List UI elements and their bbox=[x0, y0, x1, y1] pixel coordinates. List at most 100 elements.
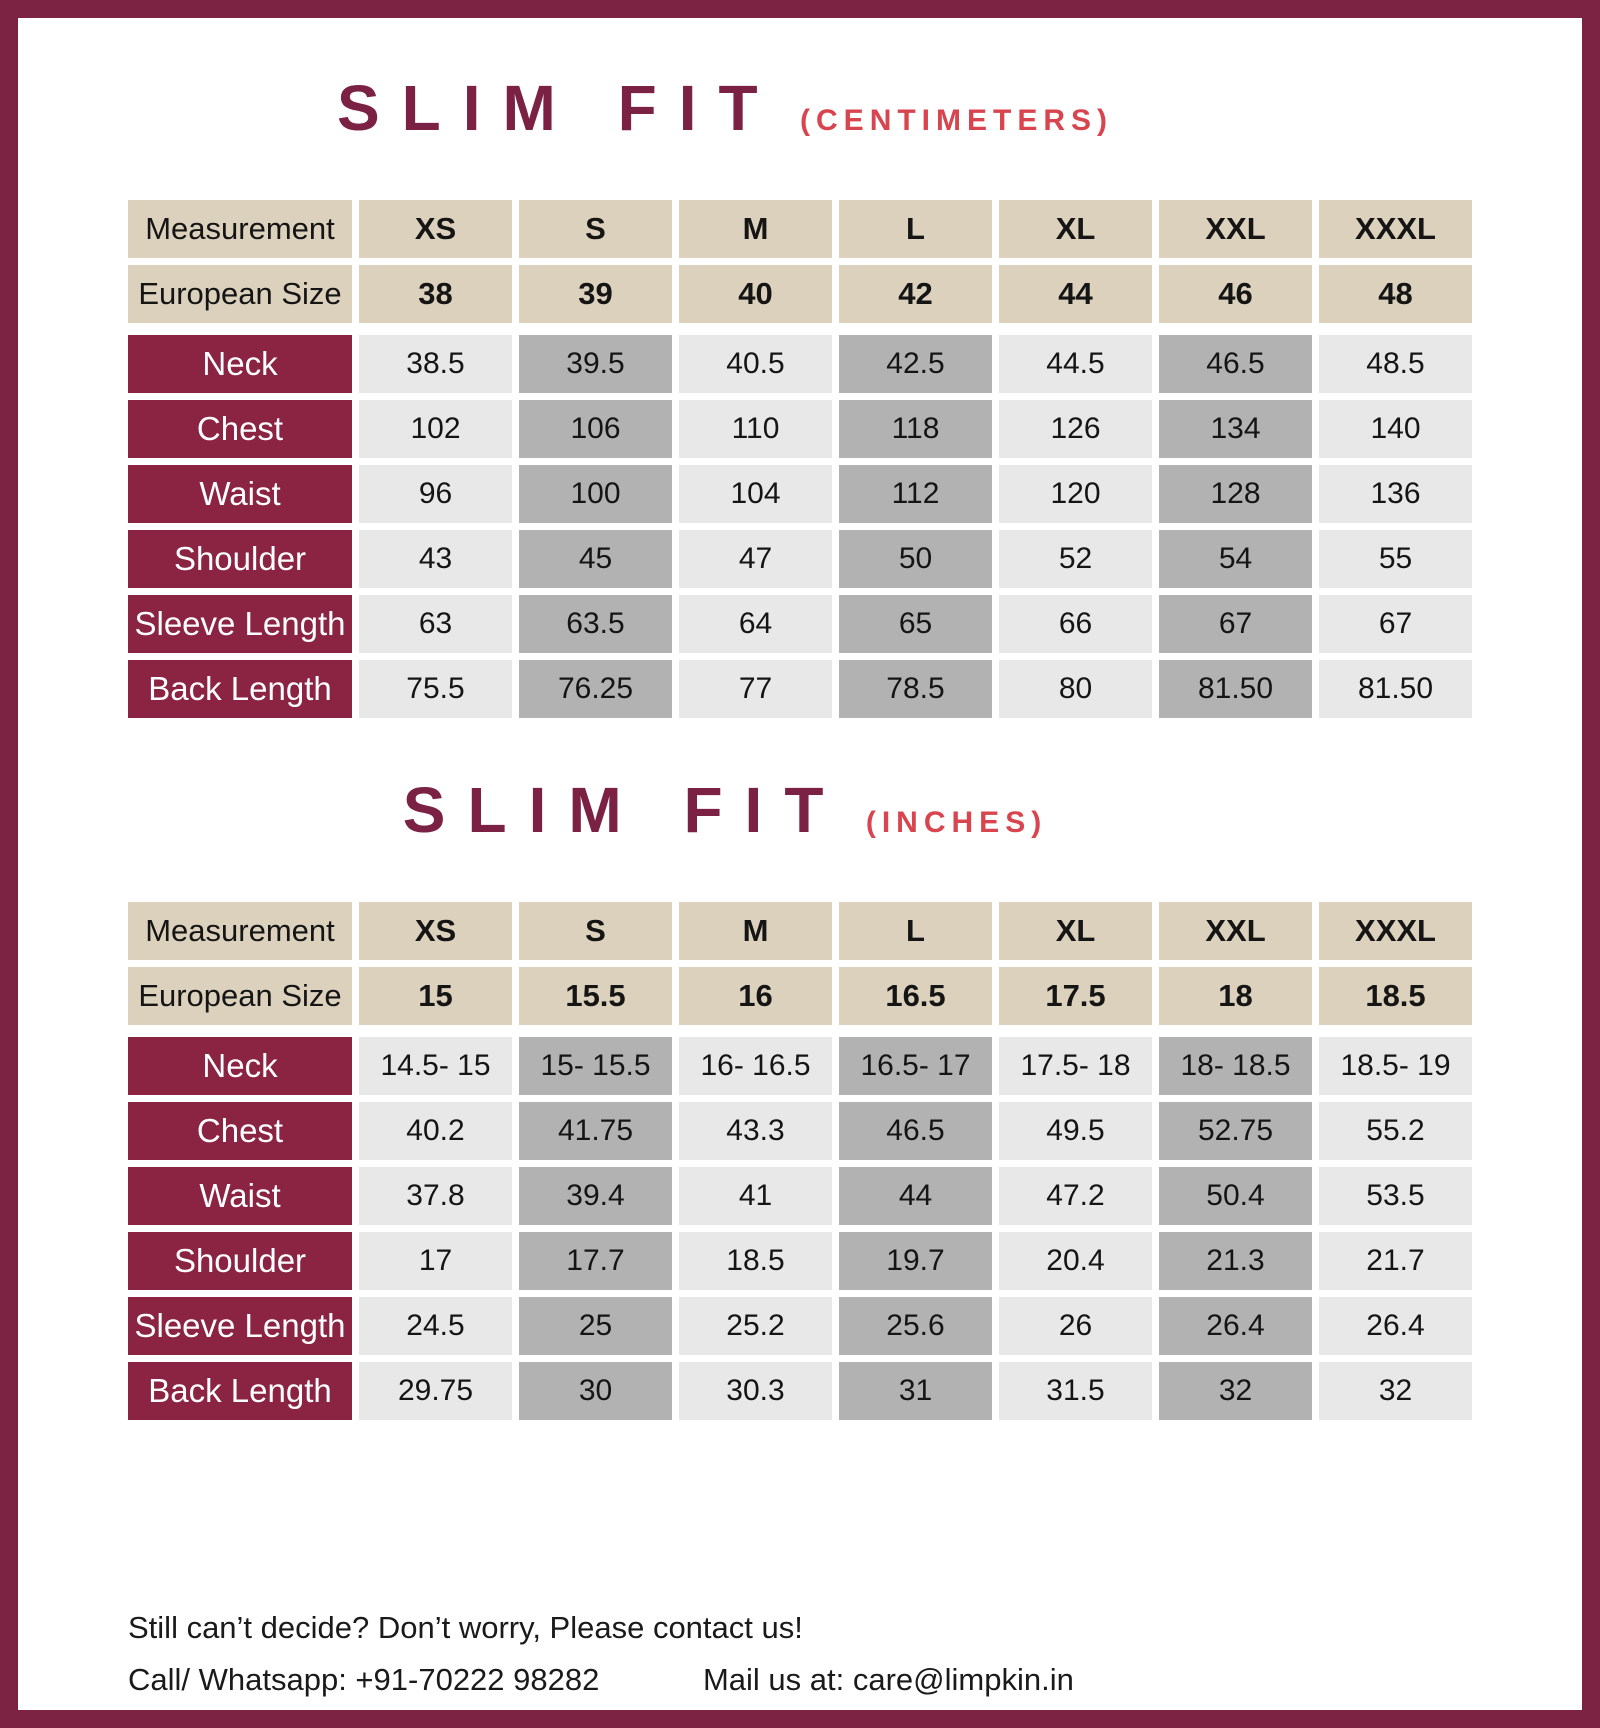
size-header-s: S bbox=[519, 902, 672, 960]
european-size-label-cell: European Size bbox=[128, 265, 352, 323]
value-cell: 81.50 bbox=[1159, 660, 1312, 718]
size-header-m: M bbox=[679, 200, 832, 258]
value-cell: 29.75 bbox=[359, 1362, 512, 1420]
table-row: Back Length 29.75 30 30.3 31 31.5 32 32 bbox=[128, 1362, 1472, 1420]
table-row: Chest 40.2 41.75 43.3 46.5 49.5 52.75 55.2 bbox=[128, 1102, 1472, 1160]
value-cell: 15- 15.5 bbox=[519, 1037, 672, 1095]
value-cell: 40.5 bbox=[679, 335, 832, 393]
size-header-xxxl: XXXL bbox=[1319, 902, 1472, 960]
value-cell: 47 bbox=[679, 530, 832, 588]
row-label-waist: Waist bbox=[128, 1167, 352, 1225]
value-cell: 48.5 bbox=[1319, 335, 1472, 393]
value-cell: 67 bbox=[1159, 595, 1312, 653]
size-header-xl: XL bbox=[999, 200, 1152, 258]
size-header-xs: XS bbox=[359, 200, 512, 258]
value-cell: 66 bbox=[999, 595, 1152, 653]
value-cell: 46.5 bbox=[1159, 335, 1312, 393]
european-size-label-cell: European Size bbox=[128, 967, 352, 1025]
inches-title-row: SLIM FIT (INCHES) bbox=[18, 770, 1432, 868]
value-cell: 42.5 bbox=[839, 335, 992, 393]
inches-size-table: Measurement XS S M L XL XXL XXXL European Size 15… bbox=[128, 902, 1472, 1420]
size-header-xxl: XXL bbox=[1159, 200, 1312, 258]
value-cell: 50.4 bbox=[1159, 1167, 1312, 1225]
table-row: Sleeve Length 63 63.5 64 65 66 67 67 bbox=[128, 595, 1472, 653]
size-header-m: M bbox=[679, 902, 832, 960]
value-cell: 134 bbox=[1159, 400, 1312, 458]
inches-unit-label: (INCHES) bbox=[865, 806, 1048, 839]
footer-help-text: Still can’t decide? Don’t worry, Please … bbox=[128, 1610, 803, 1645]
size-header-l: L bbox=[839, 902, 992, 960]
european-size-value-cell: 17.5 bbox=[999, 967, 1152, 1025]
european-size-value-cell: 15.5 bbox=[519, 967, 672, 1025]
value-cell: 17.5- 18 bbox=[999, 1037, 1152, 1095]
european-size-value-cell: 48 bbox=[1319, 265, 1472, 323]
value-cell: 81.50 bbox=[1319, 660, 1472, 718]
value-cell: 18.5- 19 bbox=[1319, 1037, 1472, 1095]
value-cell: 16.5- 17 bbox=[839, 1037, 992, 1095]
value-cell: 21.3 bbox=[1159, 1232, 1312, 1290]
table-row: Back Length 75.5 76.25 77 78.5 80 81.50 81.50 bbox=[128, 660, 1472, 718]
value-cell: 55.2 bbox=[1319, 1102, 1472, 1160]
european-size-value-cell: 15 bbox=[359, 967, 512, 1025]
value-cell: 140 bbox=[1319, 400, 1472, 458]
row-label-chest: Chest bbox=[128, 400, 352, 458]
table-row: Chest 102 106 110 118 126 134 140 bbox=[128, 400, 1472, 458]
value-cell: 110 bbox=[679, 400, 832, 458]
cm-title: SLIM FIT bbox=[336, 72, 780, 144]
value-cell: 30.3 bbox=[679, 1362, 832, 1420]
value-cell: 52.75 bbox=[1159, 1102, 1312, 1160]
european-size-value-cell: 38 bbox=[359, 265, 512, 323]
value-cell: 43.3 bbox=[679, 1102, 832, 1160]
value-cell: 55 bbox=[1319, 530, 1472, 588]
contact-footer: Still can’t decide? Don’t worry, Please … bbox=[128, 1602, 1582, 1706]
measurement-header-cell: Measurement bbox=[128, 200, 352, 258]
table-row: Measurement XS S M L XL XXL XXXL bbox=[128, 902, 1472, 960]
value-cell: 44 bbox=[839, 1167, 992, 1225]
value-cell: 18.5 bbox=[679, 1232, 832, 1290]
european-size-value-cell: 44 bbox=[999, 265, 1152, 323]
row-label-sleeve-length: Sleeve Length bbox=[128, 1297, 352, 1355]
value-cell: 19.7 bbox=[839, 1232, 992, 1290]
size-header-xs: XS bbox=[359, 902, 512, 960]
value-cell: 25.2 bbox=[679, 1297, 832, 1355]
value-cell: 112 bbox=[839, 465, 992, 523]
table-row: Sleeve Length 24.5 25 25.2 25.6 26 26.4 26.4 bbox=[128, 1297, 1472, 1355]
table-row: European Size 15 15.5 16 16.5 17.5 18 18.5 bbox=[128, 967, 1472, 1025]
value-cell: 17 bbox=[359, 1232, 512, 1290]
value-cell: 26 bbox=[999, 1297, 1152, 1355]
value-cell: 104 bbox=[679, 465, 832, 523]
value-cell: 77 bbox=[679, 660, 832, 718]
table-row: Waist 96 100 104 112 120 128 136 bbox=[128, 465, 1472, 523]
value-cell: 96 bbox=[359, 465, 512, 523]
inches-title: SLIM FIT bbox=[402, 774, 846, 846]
value-cell: 31 bbox=[839, 1362, 992, 1420]
value-cell: 54 bbox=[1159, 530, 1312, 588]
value-cell: 40.2 bbox=[359, 1102, 512, 1160]
european-size-value-cell: 40 bbox=[679, 265, 832, 323]
value-cell: 30 bbox=[519, 1362, 672, 1420]
value-cell: 32 bbox=[1159, 1362, 1312, 1420]
value-cell: 26.4 bbox=[1159, 1297, 1312, 1355]
contact-email: Mail us at: care@limpkin.in bbox=[702, 1662, 1074, 1697]
measurement-header-cell: Measurement bbox=[128, 902, 352, 960]
value-cell: 52 bbox=[999, 530, 1152, 588]
european-size-value-cell: 18.5 bbox=[1319, 967, 1472, 1025]
value-cell: 63 bbox=[359, 595, 512, 653]
table-row: Waist 37.8 39.4 41 44 47.2 50.4 53.5 bbox=[128, 1167, 1472, 1225]
value-cell: 76.25 bbox=[519, 660, 672, 718]
value-cell: 25 bbox=[519, 1297, 672, 1355]
value-cell: 21.7 bbox=[1319, 1232, 1472, 1290]
value-cell: 78.5 bbox=[839, 660, 992, 718]
table-row: Measurement XS S M L XL XXL XXXL bbox=[128, 200, 1472, 258]
european-size-value-cell: 42 bbox=[839, 265, 992, 323]
value-cell: 80 bbox=[999, 660, 1152, 718]
value-cell: 65 bbox=[839, 595, 992, 653]
table-row: Neck 14.5- 15 15- 15.5 16- 16.5 16.5- 17 17.5… bbox=[128, 1037, 1472, 1095]
value-cell: 118 bbox=[839, 400, 992, 458]
european-size-value-cell: 39 bbox=[519, 265, 672, 323]
size-header-xl: XL bbox=[999, 902, 1152, 960]
cm-unit-label: (CENTIMETERS) bbox=[800, 104, 1114, 137]
european-size-value-cell: 46 bbox=[1159, 265, 1312, 323]
value-cell: 41 bbox=[679, 1167, 832, 1225]
contact-phone: Call/ Whatsapp: +91-70222 98282 bbox=[128, 1662, 600, 1697]
